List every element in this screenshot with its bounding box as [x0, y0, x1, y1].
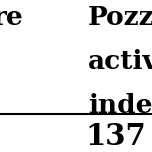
Text: 137: 137	[85, 122, 146, 151]
Text: indexe: indexe	[88, 93, 152, 118]
Text: re: re	[0, 5, 23, 29]
Text: Pozzol: Pozzol	[88, 5, 152, 29]
Text: activ: activ	[88, 49, 152, 74]
